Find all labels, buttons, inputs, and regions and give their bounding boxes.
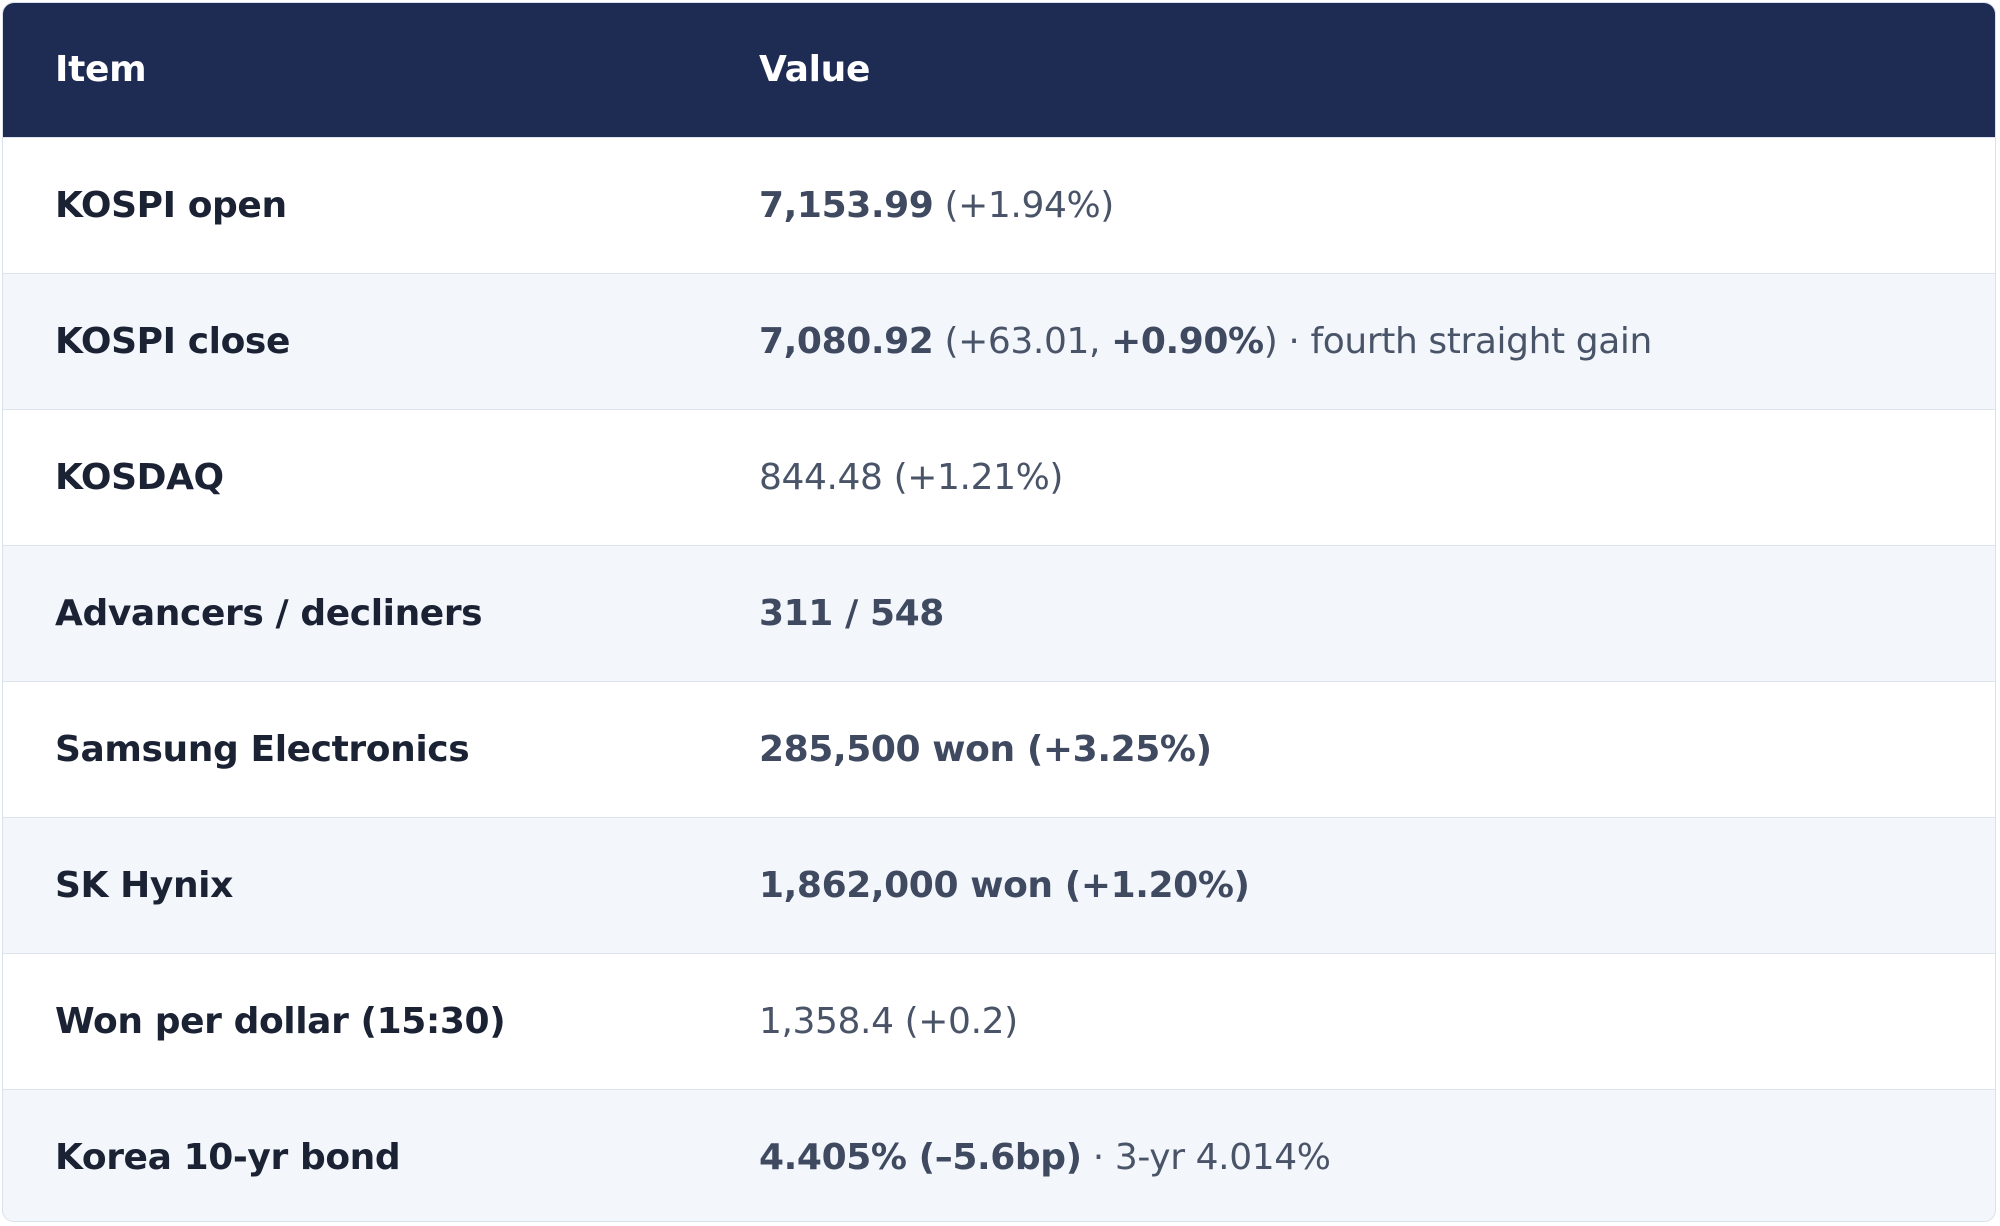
value-main: 285,500 won (+3.25%) — [759, 728, 1212, 770]
header-row: Item Value — [3, 3, 1995, 137]
column-header-item: Item — [55, 49, 147, 91]
table-row: SK Hynix 1,862,000 won (+1.20%) — [3, 817, 1995, 953]
row-value: 844.48 (+1.21%) — [707, 409, 1995, 545]
value-note: · fourth straight gain — [1277, 320, 1652, 362]
row-value: 7,153.99 (+1.94%) — [707, 137, 1995, 273]
value-mid: (+63.01, — [933, 320, 1112, 362]
table-row: KOSPI close 7,080.92 (+63.01, +0.90%) · … — [3, 273, 1995, 409]
column-header-value: Value — [759, 49, 871, 91]
table-row: Won per dollar (15:30) 1,358.4 (+0.2) — [3, 953, 1995, 1089]
row-value: 1,358.4 (+0.2) — [707, 953, 1995, 1089]
value-rest: (+1.94%) — [933, 184, 1114, 226]
value-main: 1,862,000 won (+1.20%) — [759, 864, 1250, 906]
row-item-label: KOSPI open — [55, 184, 287, 226]
row-item-label: Advancers / decliners — [55, 592, 483, 634]
value-note: · 3-yr 4.014% — [1081, 1136, 1331, 1178]
table-header: Item Value — [3, 3, 1995, 137]
value-main: 7,080.92 — [759, 320, 934, 362]
row-item-label: Samsung Electronics — [55, 728, 470, 770]
value-strong-percent: +0.90% — [1111, 320, 1264, 362]
data-table: Item Value KOSPI open 7,153.99 (+1.94%) … — [3, 3, 1995, 1221]
table-body: KOSPI open 7,153.99 (+1.94%) KOSPI close… — [3, 137, 1995, 1221]
table-row: Advancers / decliners 311 / 548 — [3, 545, 1995, 681]
table-row: KOSPI open 7,153.99 (+1.94%) — [3, 137, 1995, 273]
row-item-label: Won per dollar (15:30) — [55, 1000, 506, 1042]
row-item-label: KOSPI close — [55, 320, 290, 362]
row-value: 1,862,000 won (+1.20%) — [707, 817, 1995, 953]
row-value: 311 / 548 — [707, 545, 1995, 681]
row-value: 4.405% (–5.6bp) · 3-yr 4.014% — [707, 1089, 1995, 1221]
row-value: 7,080.92 (+63.01, +0.90%) · fourth strai… — [707, 273, 1995, 409]
row-item-label: Korea 10-yr bond — [55, 1136, 401, 1178]
row-item-label: KOSDAQ — [55, 456, 224, 498]
value-main: 7,153.99 — [759, 184, 934, 226]
value-main: 311 / 548 — [759, 592, 944, 634]
table-row: Samsung Electronics 285,500 won (+3.25%) — [3, 681, 1995, 817]
value-close: ) — [1263, 320, 1278, 362]
value-plain: 1,358.4 (+0.2) — [759, 1000, 1018, 1042]
value-plain: 844.48 (+1.21%) — [759, 456, 1064, 498]
row-value: 285,500 won (+3.25%) — [707, 681, 1995, 817]
row-item-label: SK Hynix — [55, 864, 233, 906]
value-main: 4.405% (–5.6bp) — [759, 1136, 1082, 1178]
table-row: KOSDAQ 844.48 (+1.21%) — [3, 409, 1995, 545]
table-row: Korea 10-yr bond 4.405% (–5.6bp) · 3-yr … — [3, 1089, 1995, 1221]
